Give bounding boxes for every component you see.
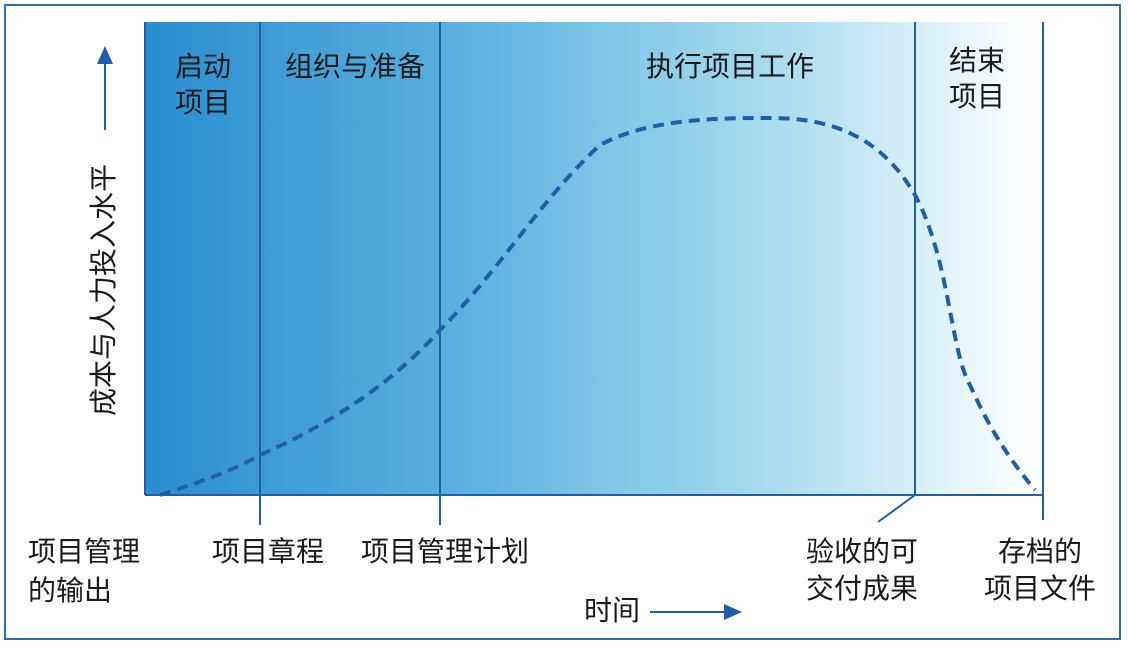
output-label: 项目管理 — [28, 535, 140, 568]
phase-label: 项目 — [175, 86, 231, 119]
effort-curve — [159, 115, 1037, 497]
dividers — [144, 22, 1044, 525]
phase-label: 组织与准备 — [285, 50, 425, 83]
frame — [4, 4, 1121, 640]
output-label: 的输出 — [28, 574, 112, 607]
output-label: 项目章程 — [212, 535, 324, 568]
output-label: 验收的可 — [806, 535, 918, 568]
x-axis-label: 时间 — [584, 594, 640, 627]
output-label: 交付成果 — [806, 572, 918, 605]
phase-area — [145, 22, 1043, 495]
phase-label: 项目 — [949, 80, 1005, 113]
phase-label: 执行项目工作 — [646, 50, 814, 83]
y-axis-label: 成本与人力投入水平 — [87, 164, 120, 416]
output-label: 项目文件 — [984, 572, 1096, 605]
output-label: 存档的 — [998, 535, 1082, 568]
output-label: 项目管理计划 — [361, 535, 529, 568]
phase-label: 结束 — [949, 44, 1005, 77]
phase-label: 启动 — [175, 50, 231, 83]
